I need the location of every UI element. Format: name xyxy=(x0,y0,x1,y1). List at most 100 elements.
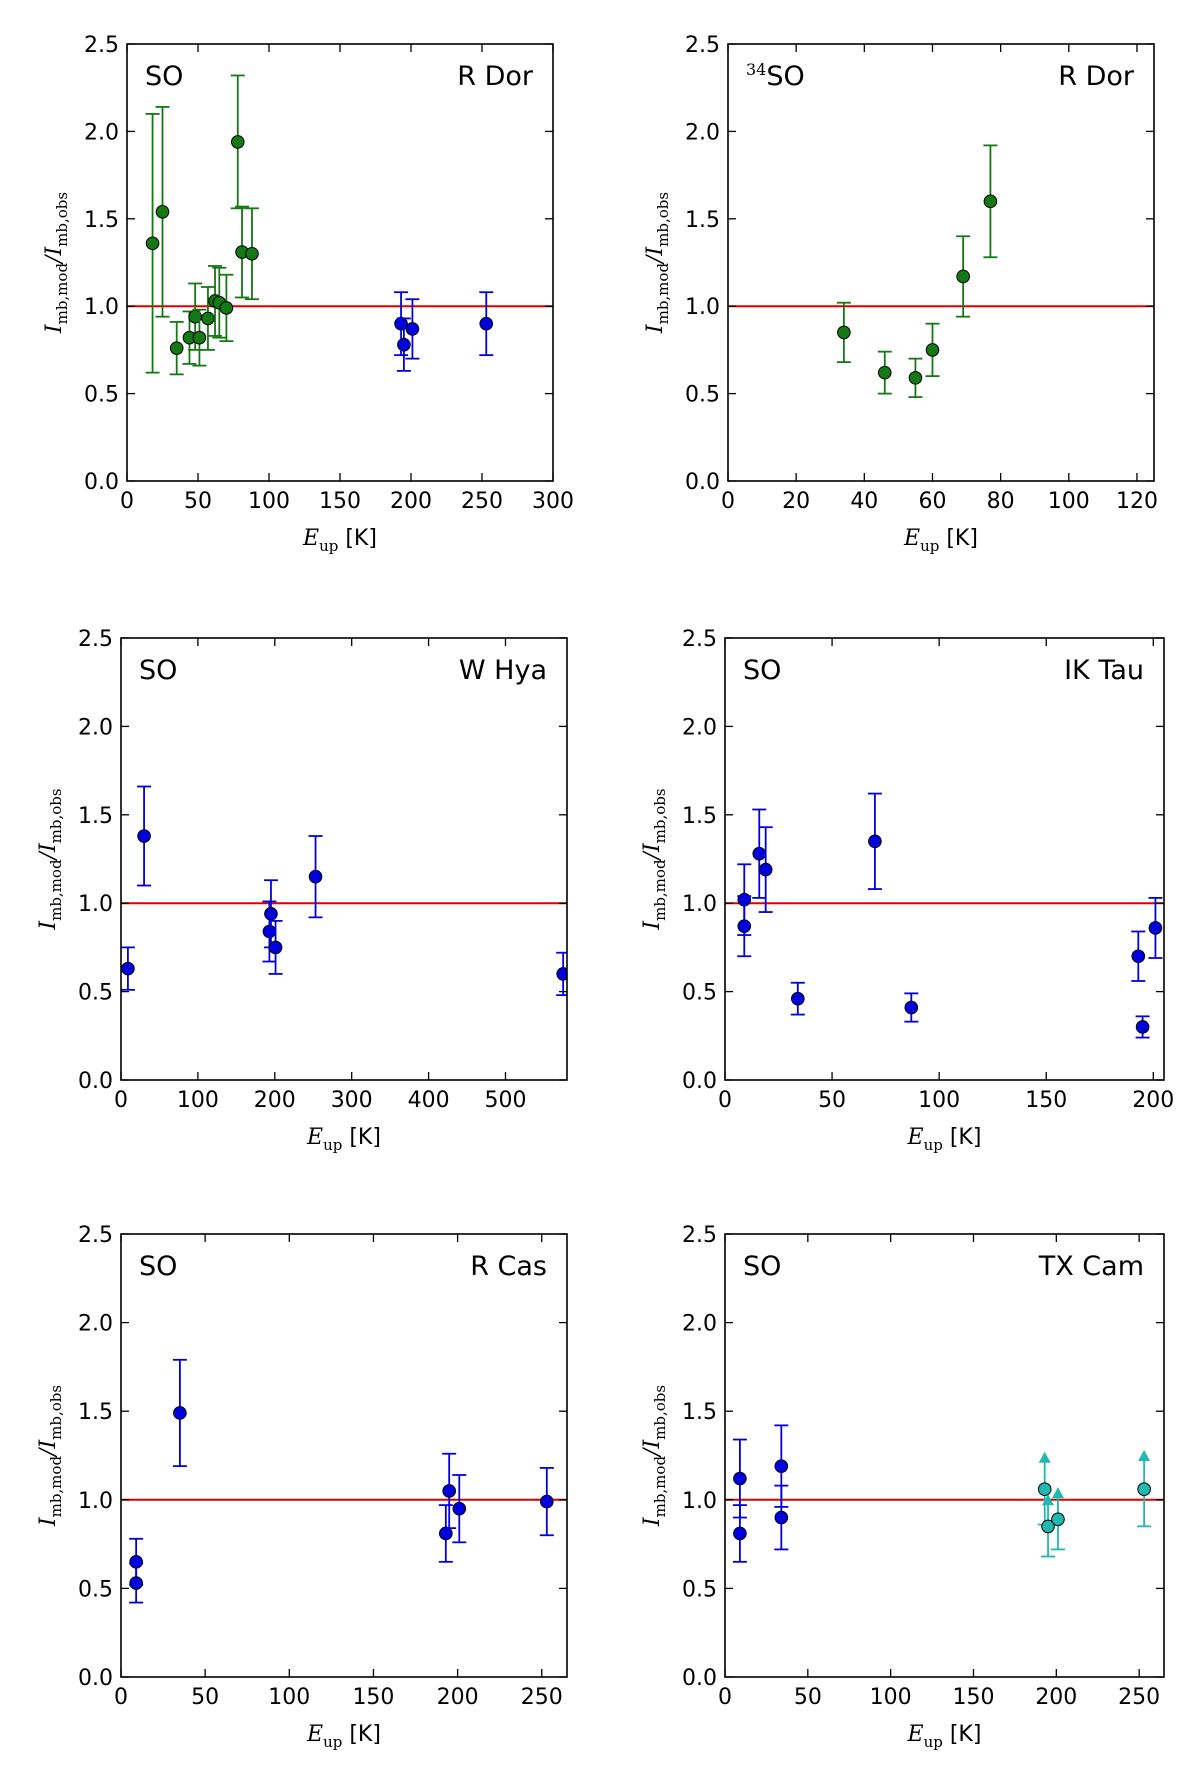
data-point xyxy=(201,311,215,326)
x-tick-label: 200 xyxy=(437,1685,479,1710)
y-axis-label: Imb,mod/Imb,obs xyxy=(640,788,669,930)
x-tick-label: 500 xyxy=(484,1088,526,1113)
data-point xyxy=(908,371,923,385)
y-axis-label: Imb,mod/Imb,obs xyxy=(36,1385,65,1527)
axes-frame xyxy=(724,637,1165,1081)
y-tick-label: 1.0 xyxy=(682,1489,717,1514)
data-point xyxy=(439,1526,453,1541)
molecule-label: SO xyxy=(743,655,781,686)
data-point xyxy=(774,1510,789,1525)
x-tick-label: 150 xyxy=(352,1685,394,1710)
data-point xyxy=(983,194,998,209)
x-axis-label: Eup [K] xyxy=(907,1125,982,1154)
panel-1: 0 50 100 150 200 250 300 0.0 0.5 1.0 1.5 2.0 2.5 SO R … xyxy=(42,33,574,555)
x-tick-label: 200 xyxy=(1132,1088,1174,1113)
data-point xyxy=(230,135,245,149)
x-tick-label: 200 xyxy=(1035,1685,1077,1710)
data-point xyxy=(405,322,420,336)
data-point xyxy=(308,869,323,884)
x-tick-label: 0 xyxy=(120,489,134,514)
x-tick-label: 100 xyxy=(870,1685,912,1710)
molecule-label: SO xyxy=(743,1251,781,1282)
y-tick-label: 2.0 xyxy=(78,715,113,740)
data-point xyxy=(1148,921,1163,935)
data-point xyxy=(1051,1512,1065,1527)
data-point xyxy=(192,330,207,345)
y-tick-label: 1.5 xyxy=(685,208,720,233)
y-tick-label: 2.0 xyxy=(84,120,119,145)
data-point xyxy=(774,1459,789,1473)
y-tick-label: 1.0 xyxy=(682,892,717,917)
x-tick-label: 100 xyxy=(248,489,290,514)
y-tick-label: 1.0 xyxy=(78,892,113,917)
x-tick-label: 60 xyxy=(918,489,946,514)
data-point xyxy=(219,301,234,315)
x-tick-label: 20 xyxy=(782,489,810,514)
y-tick-label: 1.5 xyxy=(682,804,717,829)
x-tick-label: 250 xyxy=(461,489,503,514)
data-point xyxy=(129,1576,143,1590)
data-point xyxy=(837,325,851,340)
x-axis-label: Eup [K] xyxy=(306,1722,381,1751)
star-label: TX Cam xyxy=(1038,1251,1144,1282)
data-layer xyxy=(121,785,567,997)
y-tick-label: 0.0 xyxy=(84,470,119,495)
x-tick-label: 150 xyxy=(1025,1088,1067,1113)
x-tick-label: 50 xyxy=(794,1685,822,1710)
lower-limit-arrow xyxy=(1042,1494,1055,1506)
y-tick-label: 2.0 xyxy=(682,1312,717,1337)
data-point xyxy=(268,940,283,955)
data-point xyxy=(791,991,805,1006)
panel-4: 0 50 100 150 200 0.0 0.5 1.0 1.5 2.0 2.5 SO IK Tau Eu… xyxy=(640,627,1174,1154)
data-point xyxy=(479,316,494,331)
data-point xyxy=(733,1471,747,1486)
lower-limit-arrow xyxy=(1138,1449,1151,1461)
data-point xyxy=(758,862,773,877)
molecule-label: 34SO xyxy=(746,60,805,92)
data-point xyxy=(877,365,892,380)
data-point xyxy=(121,961,135,976)
data-point xyxy=(245,246,259,261)
y-tick-label: 1.0 xyxy=(84,295,119,320)
y-axis-label: Imb,mod/Imb,obs xyxy=(36,788,65,930)
y-axis-label: Imb,mod/Imb,obs xyxy=(640,1385,669,1527)
axes-frame xyxy=(727,43,1155,482)
y-tick-label: 2.5 xyxy=(78,627,113,652)
data-point xyxy=(1037,1482,1052,1496)
lower-limit-arrow xyxy=(1038,1451,1051,1463)
y-tick-label: 1.5 xyxy=(78,1400,113,1425)
data-layer xyxy=(732,1424,1152,1563)
axes-frame xyxy=(120,1233,568,1678)
y-tick-label: 1.5 xyxy=(78,804,113,829)
data-point xyxy=(145,236,160,251)
data-point xyxy=(137,829,151,843)
data-layer xyxy=(737,792,1163,1039)
axes-frame xyxy=(126,43,554,482)
y-tick-label: 1.5 xyxy=(84,208,119,233)
data-point xyxy=(956,269,970,284)
axes-frame xyxy=(724,1233,1165,1678)
data-point xyxy=(1041,1519,1055,1534)
data-layer xyxy=(145,74,494,376)
x-tick-label: 40 xyxy=(850,489,878,514)
y-tick-label: 1.5 xyxy=(682,1400,717,1425)
y-tick-label: 0.0 xyxy=(685,470,720,495)
y-tick-label: 0.5 xyxy=(685,383,720,408)
star-label: R Dor xyxy=(1058,61,1135,92)
data-point xyxy=(264,907,278,921)
molecule-label: SO xyxy=(139,655,177,686)
data-point xyxy=(925,343,940,357)
panel-6: 0 50 100 150 200 250 0.0 0.5 1.0 1.5 2.0 2.5 SO TX Ca… xyxy=(640,1223,1165,1751)
panel-2: 0 20 40 60 80 100 120 0.0 0.5 1.0 1.5 2.0 2.5 34SO R D… xyxy=(643,33,1158,555)
y-tick-label: 2.0 xyxy=(682,715,717,740)
y-tick-label: 0.5 xyxy=(78,981,113,1006)
data-point xyxy=(737,919,752,933)
data-layer xyxy=(129,1358,554,1604)
x-tick-label: 80 xyxy=(987,489,1015,514)
star-label: W Hya xyxy=(459,655,547,686)
data-point xyxy=(173,1406,187,1420)
data-point xyxy=(733,1526,747,1541)
x-tick-label: 0 xyxy=(718,1685,732,1710)
x-axis-label: Eup [K] xyxy=(306,1125,381,1154)
